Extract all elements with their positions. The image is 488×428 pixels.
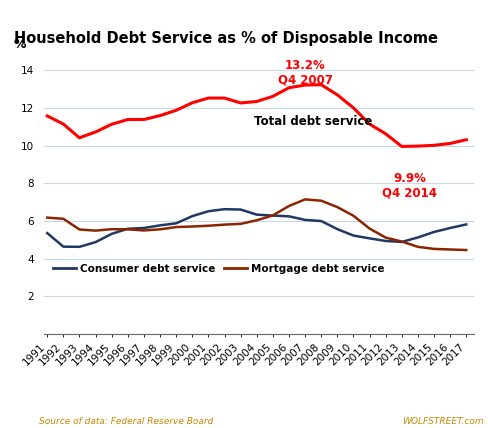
Text: Source of data: Federal Reserve Board: Source of data: Federal Reserve Board [39, 417, 213, 426]
Text: Total debt service: Total debt service [253, 115, 371, 128]
Text: Household Debt Service as % of Disposable Income: Household Debt Service as % of Disposabl… [14, 31, 437, 46]
Text: 9.9%
Q4 2014: 9.9% Q4 2014 [382, 172, 436, 200]
Text: WOLFSTREET.com: WOLFSTREET.com [402, 417, 483, 426]
Text: %: % [14, 39, 26, 51]
Text: 13.2%
Q4 2007: 13.2% Q4 2007 [277, 59, 332, 87]
Legend: Consumer debt service, Mortgage debt service: Consumer debt service, Mortgage debt ser… [49, 259, 388, 278]
